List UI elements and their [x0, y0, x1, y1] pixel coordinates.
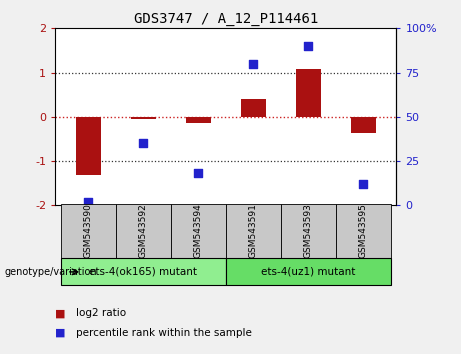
Text: GSM543592: GSM543592: [139, 204, 148, 258]
Text: GSM543594: GSM543594: [194, 204, 203, 258]
Point: [85, 199, 92, 205]
Point: [140, 141, 147, 146]
Bar: [296, 69, 321, 117]
Text: GSM543593: GSM543593: [304, 204, 313, 258]
Bar: [226, 204, 281, 258]
Point: [195, 171, 202, 176]
Bar: [281, 204, 336, 258]
Bar: [116, 204, 171, 258]
Text: ■: ■: [55, 328, 66, 338]
Bar: [351, 117, 376, 133]
Bar: [76, 117, 100, 175]
Text: GSM543590: GSM543590: [84, 204, 93, 258]
Point: [305, 43, 312, 49]
Text: percentile rank within the sample: percentile rank within the sample: [76, 328, 252, 338]
Bar: [241, 99, 266, 117]
Text: GSM543591: GSM543591: [249, 204, 258, 258]
Bar: [61, 258, 226, 285]
Text: GSM543595: GSM543595: [359, 204, 368, 258]
Bar: [186, 117, 211, 124]
Text: log2 ratio: log2 ratio: [76, 308, 126, 318]
Point: [250, 61, 257, 67]
Text: genotype/variation: genotype/variation: [5, 267, 97, 277]
Bar: [171, 204, 226, 258]
Bar: [131, 117, 156, 119]
Text: ets-4(ok165) mutant: ets-4(ok165) mutant: [89, 267, 197, 277]
Point: [360, 181, 367, 187]
Bar: [61, 204, 116, 258]
Bar: [336, 204, 391, 258]
Text: ■: ■: [55, 308, 66, 318]
Text: ets-4(uz1) mutant: ets-4(uz1) mutant: [261, 267, 355, 277]
Title: GDS3747 / A_12_P114461: GDS3747 / A_12_P114461: [134, 12, 318, 26]
Bar: [226, 258, 391, 285]
